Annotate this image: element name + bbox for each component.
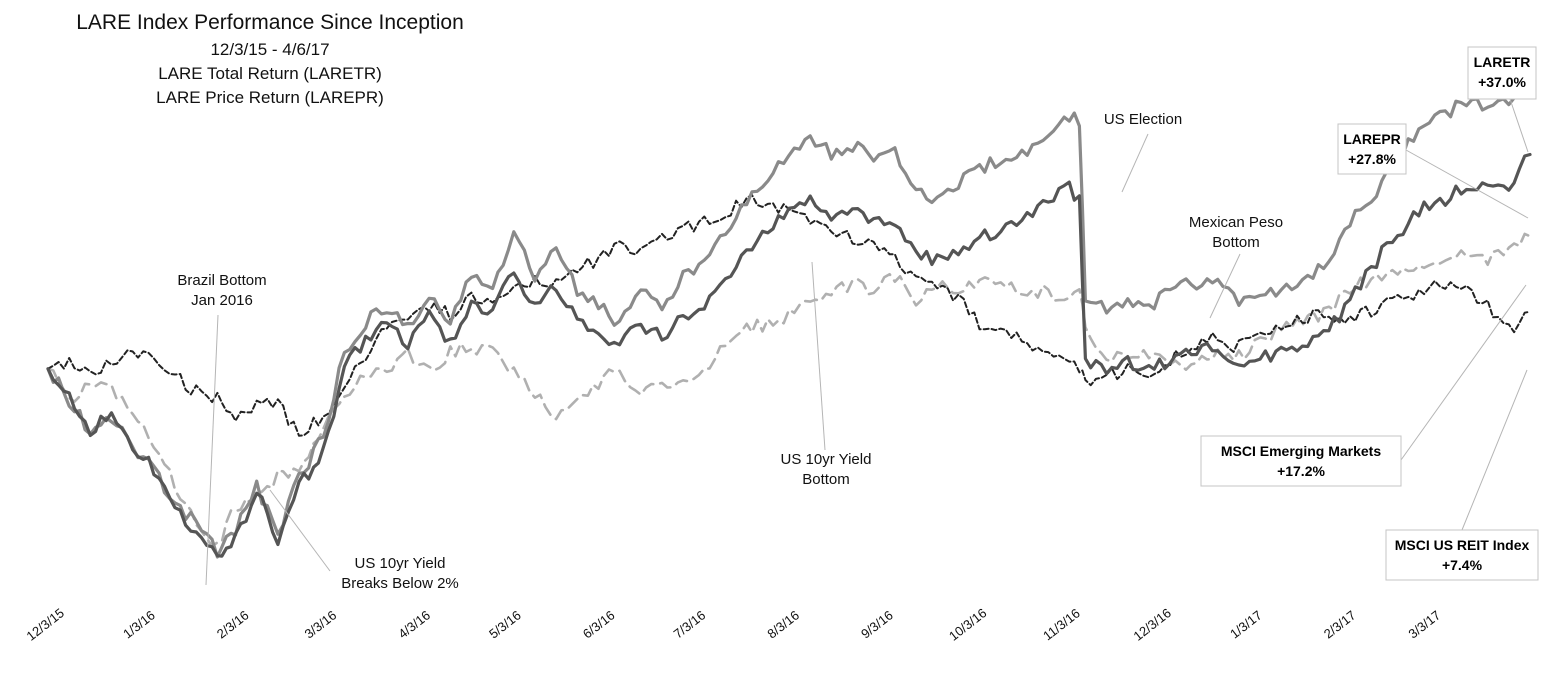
value-box-msci-reit [1385, 529, 1539, 581]
x-tick-label: 2/3/16 [214, 607, 252, 641]
x-tick-label: 9/3/16 [858, 607, 896, 641]
annotation-mexican-peso-line-1: Bottom [1212, 234, 1260, 251]
connector-box-msci-reit [1461, 369, 1528, 531]
series-line-laretr [46, 81, 1532, 559]
value-box-laretr [1467, 46, 1537, 100]
x-tick-label: 3/3/17 [1406, 607, 1444, 641]
x-tick-label: 2/3/17 [1321, 607, 1359, 641]
x-tick-label: 6/3/16 [580, 607, 618, 641]
x-tick-label: 10/3/16 [946, 605, 989, 644]
value-box-msci-reit-line-0: MSCI US REIT Index [1395, 537, 1530, 553]
connector-box-larepr [1405, 149, 1529, 219]
x-tick-label: 1/3/16 [120, 607, 158, 641]
series-line-msci-emerging-markets [46, 232, 1532, 548]
x-tick-label: 3/3/16 [302, 607, 340, 641]
connector-us-10yr-bottom [811, 261, 826, 451]
connector-us-10yr-breaks [269, 489, 331, 572]
value-box-laretr-line-1: +37.0% [1478, 74, 1526, 90]
annotation-mexican-peso-line-0: Mexican Peso [1189, 214, 1283, 231]
value-box-larepr-line-0: LAREPR [1343, 131, 1401, 147]
annotation-us-10yr-breaks-line-0: US 10yr Yield [355, 555, 446, 572]
chart-subtitle-larepr: LARE Price Return (LAREPR) [156, 88, 384, 107]
value-box-msci-em [1200, 435, 1402, 487]
chart-title-block: LARE Index Performance Since Inception 1… [70, 8, 470, 110]
value-box-msci-reit-line-1: +7.4% [1442, 557, 1483, 573]
chart-subtitle-laretr: LARE Total Return (LARETR) [158, 64, 382, 83]
annotation-labels: Brazil Bottom Jan 2016 US 10yr Yield Breaks… [177, 111, 1283, 592]
end-value-boxes: LARETR +37.0% LAREPR +27.8% MSCI Emerging Ma… [1200, 46, 1539, 581]
connector-box-msci-em [1400, 284, 1527, 461]
x-tick-label: 5/3/16 [486, 607, 524, 641]
connector-mexican-peso [1209, 253, 1241, 319]
series-layer [46, 81, 1532, 559]
annotation-connectors [205, 98, 1529, 586]
series-line-larepr [46, 152, 1532, 558]
value-box-msci-em-line-1: +17.2% [1277, 463, 1325, 479]
annotation-brazil-bottom-line-0: Brazil Bottom [177, 272, 266, 289]
value-box-laretr-line-0: LARETR [1474, 54, 1531, 70]
x-tick-label: 7/3/16 [671, 607, 709, 641]
x-tick-label: 1/3/17 [1227, 607, 1265, 641]
x-tick-label: 4/3/16 [395, 607, 433, 641]
x-tick-label: 12/3/15 [24, 605, 67, 644]
annotation-brazil-bottom-line-1: Jan 2016 [191, 292, 253, 309]
x-tick-label: 12/3/16 [1130, 605, 1173, 644]
annotation-us-10yr-breaks-line-1: Breaks Below 2% [341, 575, 459, 592]
x-axis-ticks: 12/3/15 1/3/16 2/3/16 3/3/16 4/3/16 5/3/16 6/3… [24, 605, 1444, 644]
annotation-us-10yr-bottom-line-1: Bottom [802, 471, 850, 488]
annotation-us-election-line-0: US Election [1104, 111, 1182, 128]
x-tick-label: 11/3/16 [1040, 605, 1083, 643]
value-box-msci-em-line-0: MSCI Emerging Markets [1221, 443, 1381, 459]
connector-brazil-bottom [205, 314, 219, 586]
value-box-larepr [1337, 123, 1407, 175]
connector-box-laretr [1509, 98, 1529, 153]
annotation-us-10yr-bottom-line-0: US 10yr Yield [781, 451, 872, 468]
value-box-larepr-line-1: +27.8% [1348, 151, 1396, 167]
connector-us-election [1121, 133, 1149, 193]
x-tick-label: 8/3/16 [764, 607, 802, 641]
chart-subtitle-date-range: 12/3/15 - 4/6/17 [210, 40, 330, 59]
chart-title: LARE Index Performance Since Inception [76, 11, 464, 34]
